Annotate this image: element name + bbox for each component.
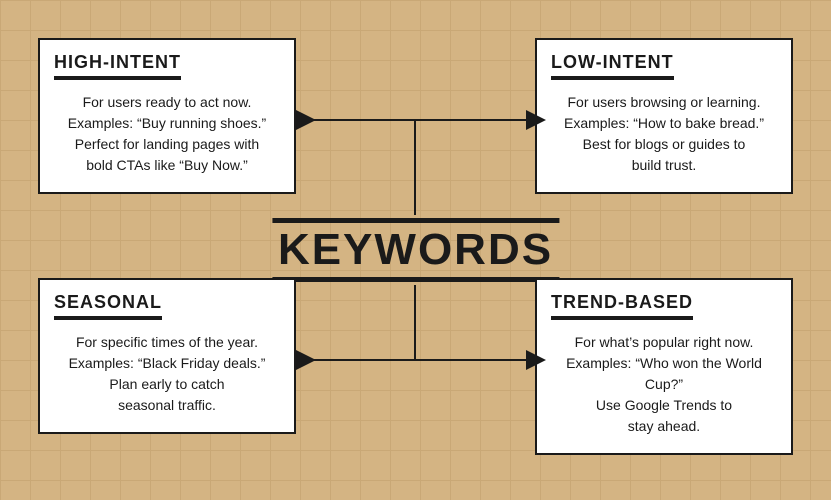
center-title: KEYWORDS (272, 218, 559, 282)
card-high-intent: HIGH-INTENT For users ready to act now.E… (38, 38, 296, 194)
card-seasonal: SEASONAL For specific times of the year.… (38, 278, 296, 434)
card-heading: SEASONAL (54, 292, 162, 320)
card-heading: TREND-BASED (551, 292, 693, 320)
card-heading: LOW-INTENT (551, 52, 674, 80)
center-title-text: KEYWORDS (272, 218, 559, 282)
connector-tr (415, 120, 530, 215)
card-body: For users ready to act now.Examples: “Bu… (54, 92, 280, 176)
connector-br (415, 285, 530, 360)
connector-bl (300, 285, 415, 360)
card-body: For what’s popular right now.Examples: “… (551, 332, 777, 437)
card-trend-based: TREND-BASED For what’s popular right now… (535, 278, 793, 455)
card-body: For specific times of the year.Examples:… (54, 332, 280, 416)
card-low-intent: LOW-INTENT For users browsing or learnin… (535, 38, 793, 194)
card-heading: HIGH-INTENT (54, 52, 181, 80)
connector-tl (300, 120, 415, 215)
card-body: For users browsing or learning.Examples:… (551, 92, 777, 176)
